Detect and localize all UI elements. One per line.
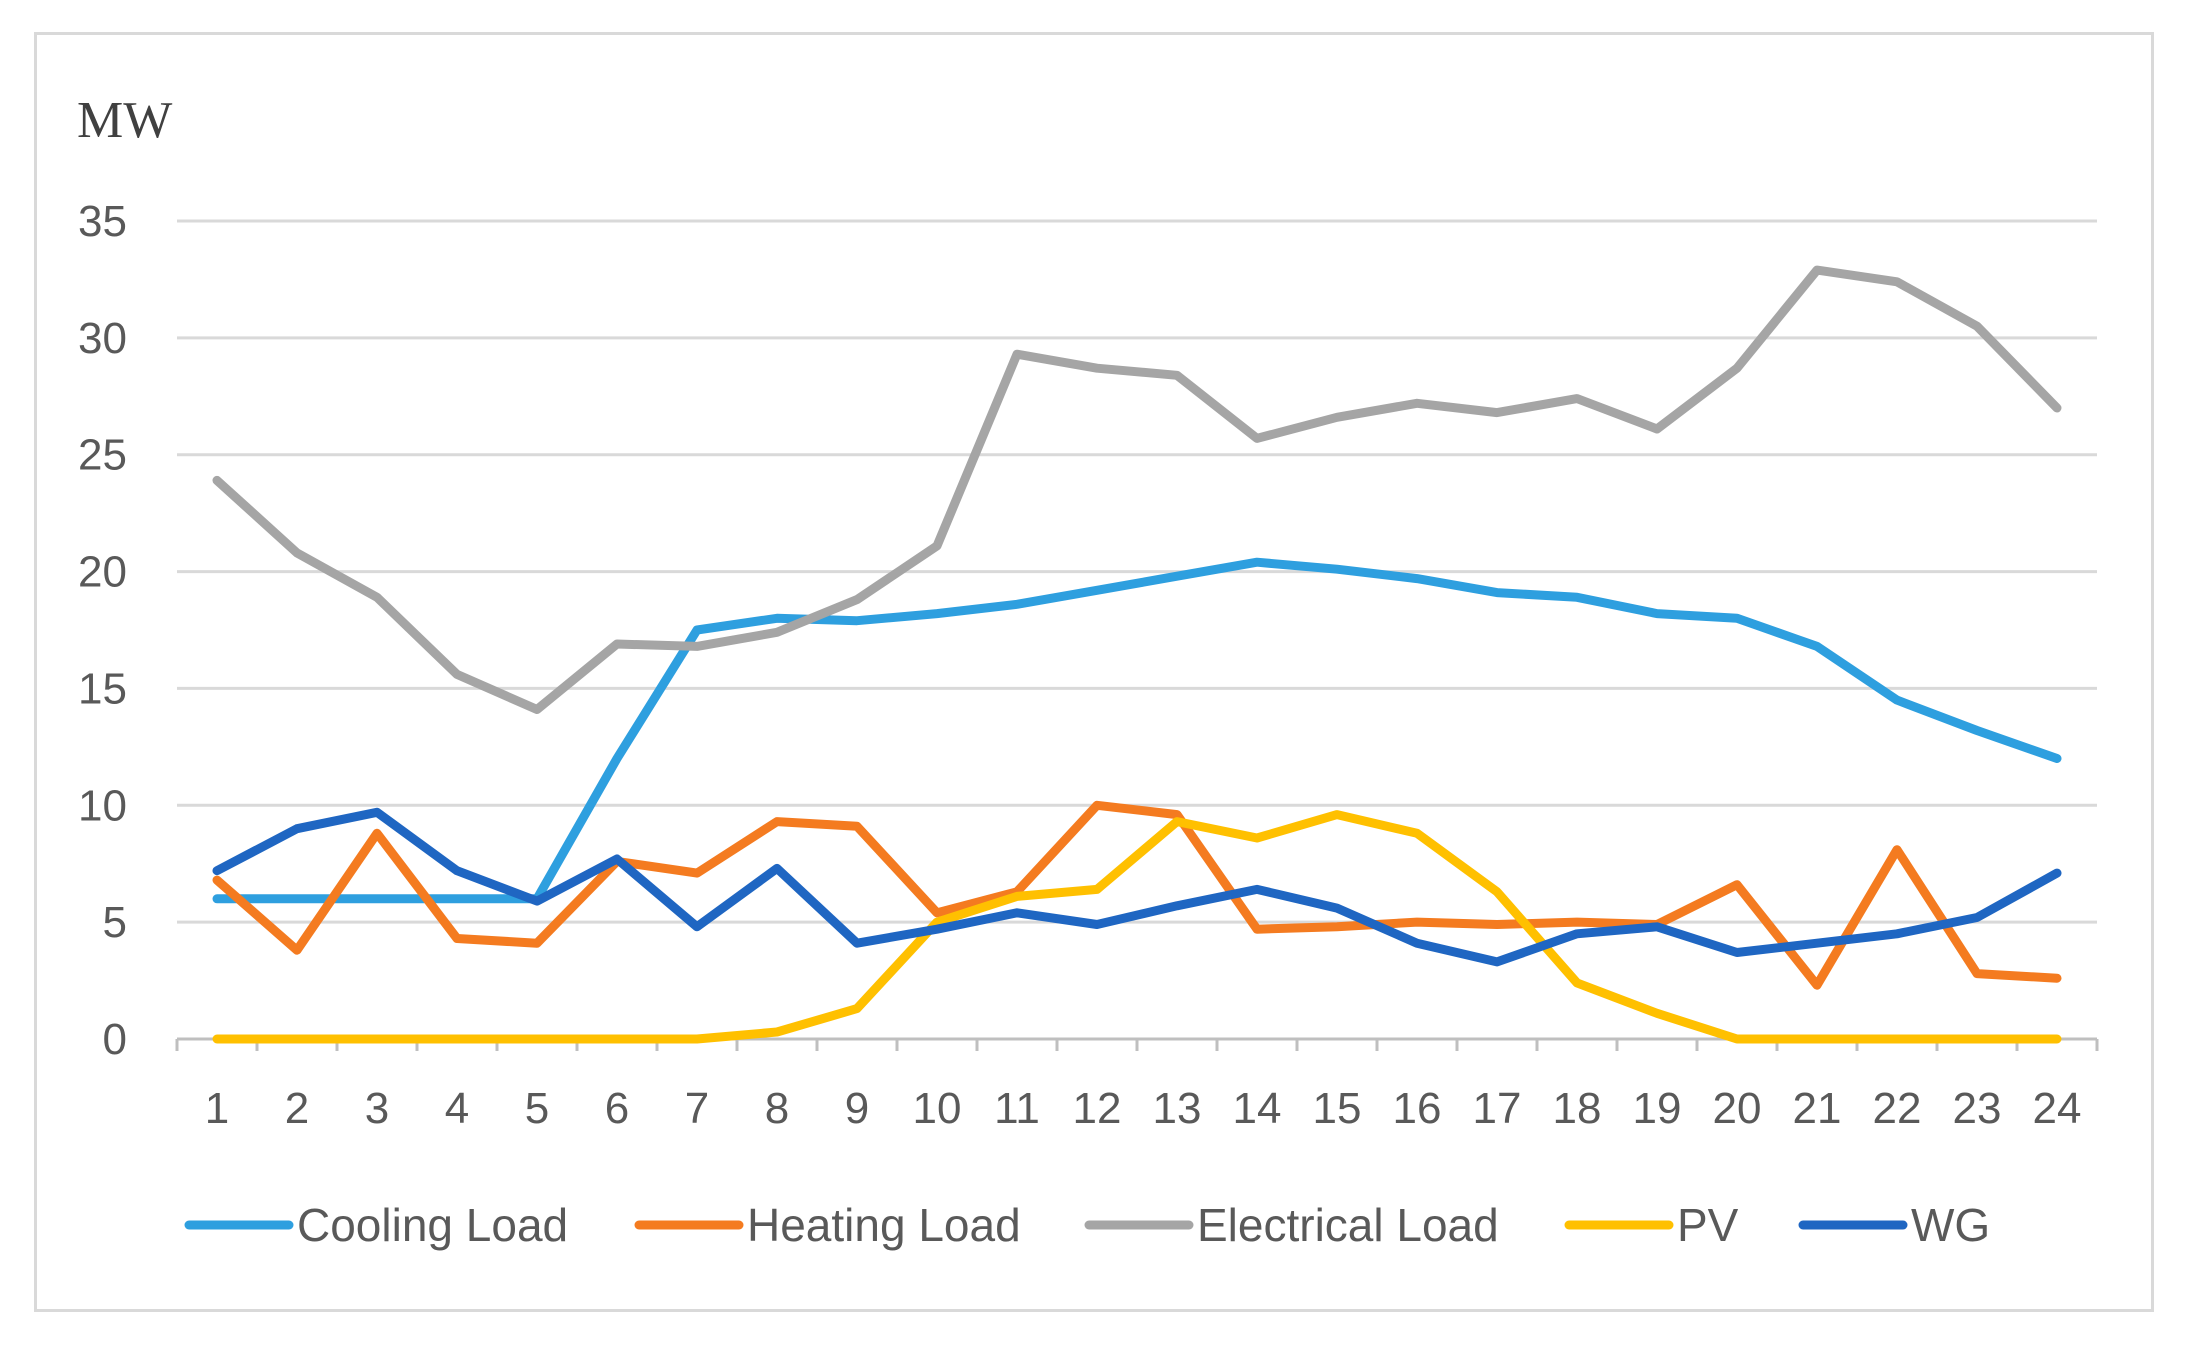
x-tick-label: 24 [2033,1084,2082,1133]
series-line-heating-load [212,800,2062,990]
x-tick-label: 12 [1073,1084,1122,1133]
x-tick-label: 5 [525,1084,549,1133]
y-tick-label: 35 [78,197,127,246]
x-tick-label: 11 [994,1084,1040,1133]
x-tick-label: 4 [445,1084,469,1133]
series-line-electrical-load [212,265,2062,714]
x-tick-label: 3 [365,1084,389,1133]
x-tick-label: 15 [1313,1084,1362,1133]
y-tick-label: 0 [103,1015,127,1064]
x-tick-label: 9 [845,1084,869,1133]
x-tick-label: 10 [913,1084,962,1133]
y-tick-labels: 0 5 10 15 20 25 30 35 [78,197,127,1064]
x-tick-label: 1 [205,1084,229,1133]
x-tick-label: 14 [1233,1084,1282,1133]
x-tick-label: 18 [1553,1084,1602,1133]
series-line-pv [212,810,2062,1044]
x-tick-label: 17 [1473,1084,1522,1133]
x-tick-label: 16 [1393,1084,1442,1133]
x-tick-label: 6 [605,1084,629,1133]
x-tick-label: 19 [1633,1084,1682,1133]
x-tick-label: 13 [1153,1084,1202,1133]
y-tick-label: 15 [78,664,127,713]
x-tick-labels: 1 2 3 4 5 6 7 8 9 10 11 12 13 14 15 16 17 18 19 20 21 22 23 24 [205,1084,2082,1133]
legend-label-pv: PV [1677,1199,1739,1251]
x-tick-label: 2 [285,1084,309,1133]
x-tick-label: 7 [685,1084,709,1133]
chart-frame: MW 0 5 10 15 20 25 30 35 1 2 3 4 5 6 7 8 9 10 11 12 13 14 15 1… [34,32,2154,1312]
x-tick-label: 23 [1953,1084,2002,1133]
legend-label-cooling-load: Cooling Load [297,1199,568,1251]
gridlines [177,219,2097,924]
legend-label-heating-load: Heating Load [747,1199,1021,1251]
y-tick-label: 10 [78,781,127,830]
y-tick-label: 25 [78,431,127,480]
series-lines [212,265,2062,1044]
y-tick-label: 5 [103,898,127,947]
y-tick-label: 30 [78,314,127,363]
legend: Cooling Load Heating Load Electrical Load P… [184,1199,1990,1251]
x-tick-label: 8 [765,1084,789,1133]
legend-label-electrical-load: Electrical Load [1197,1199,1499,1251]
x-tick-label: 22 [1873,1084,1922,1133]
x-tick-label: 21 [1793,1084,1842,1133]
legend-label-wg: WG [1911,1199,1990,1251]
y-axis-unit-label: MW [77,92,172,149]
y-tick-label: 20 [78,548,127,597]
series-line-cooling-load [212,557,2062,904]
series-line-wg [212,807,2062,967]
x-tick-label: 20 [1713,1084,1762,1133]
